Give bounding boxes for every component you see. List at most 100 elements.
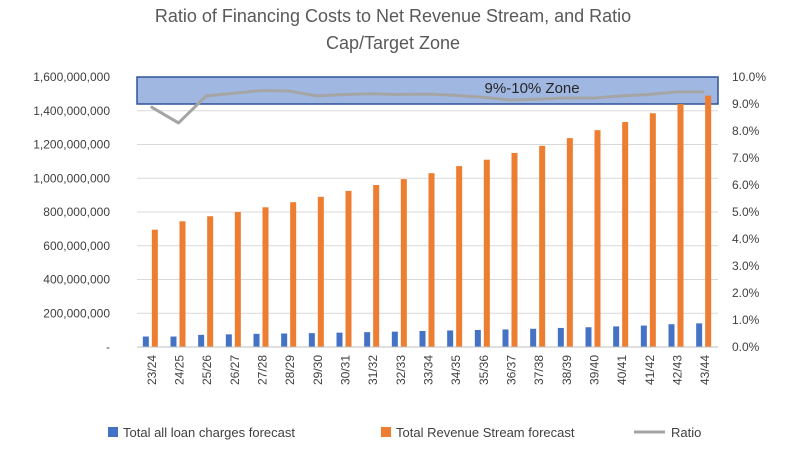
y-left-tick-label: 1,200,000,000 — [33, 138, 110, 152]
bar-loan-charges — [668, 324, 675, 347]
y-right-tick-label: 6.0% — [732, 178, 760, 192]
bar-loan-charges — [585, 327, 592, 347]
bar-loan-charges — [364, 332, 371, 347]
y-left-tick-label: 200,000,000 — [43, 306, 110, 320]
legend-swatch-loan-charges — [108, 427, 118, 437]
ratio-point — [427, 93, 428, 95]
bar-loan-charges — [281, 333, 288, 347]
ratio-point — [205, 95, 207, 97]
ratio-point — [454, 94, 456, 96]
x-tick-label: 43/44 — [698, 355, 712, 385]
y-left-tick-label: 600,000,000 — [43, 239, 110, 253]
bar-revenue-stream — [428, 173, 435, 347]
x-tick-label: 31/32 — [366, 355, 380, 385]
ratio-point — [648, 94, 650, 96]
bar-loan-charges — [308, 333, 315, 347]
y-right-tick-label: 0.0% — [732, 340, 760, 354]
ratio-point — [620, 95, 622, 97]
x-tick-label: 25/26 — [200, 355, 214, 385]
y-right-tick-label: 4.0% — [732, 232, 760, 246]
x-tick-label: 35/36 — [477, 355, 491, 385]
bar-loan-charges — [391, 331, 398, 347]
ratio-point — [150, 106, 152, 108]
ratio-point — [565, 97, 567, 99]
x-tick-label: 24/25 — [173, 355, 187, 385]
x-tick-label: 30/31 — [339, 355, 353, 385]
x-tick-label: 26/27 — [228, 355, 242, 385]
bar-revenue-stream — [649, 113, 656, 347]
x-tick-label: 41/42 — [643, 355, 657, 385]
ratio-point — [593, 97, 594, 99]
bar-loan-charges — [640, 325, 647, 347]
x-tick-label: 38/39 — [560, 355, 574, 385]
y-left-tick-label: 1,400,000,000 — [33, 104, 110, 118]
bar-revenue-stream — [207, 216, 214, 347]
bar-series — [142, 95, 712, 348]
ratio-point — [316, 95, 318, 97]
legend-label-loan-charges: Total all loan charges forecast — [123, 425, 295, 440]
bar-revenue-stream — [151, 229, 158, 347]
bar-loan-charges — [474, 329, 481, 347]
bar-loan-charges — [253, 333, 260, 347]
legend: Total all loan charges forecast Total Rev… — [108, 425, 701, 440]
ratio-point — [510, 99, 511, 101]
x-tick-label: 34/35 — [449, 355, 463, 385]
y-left-tick-label: - — [106, 340, 110, 354]
bar-loan-charges — [557, 327, 564, 347]
y-right-tick-label: 2.0% — [732, 286, 760, 300]
ratio-point — [344, 94, 345, 96]
ratio-point — [371, 93, 373, 95]
x-tick-label: 33/34 — [422, 355, 436, 385]
bar-loan-charges — [198, 334, 205, 347]
ratio-point — [537, 98, 539, 100]
bar-loan-charges — [170, 336, 177, 347]
axes: - 200,000,000 400,000,000 600,000,000 800,00… — [33, 70, 766, 385]
bar-revenue-stream — [179, 221, 186, 347]
x-tick-label: 23/24 — [145, 355, 159, 385]
legend-label-revenue-stream: Total Revenue Stream forecast — [396, 425, 575, 440]
ratio-point — [261, 90, 262, 91]
legend-label-ratio: Ratio — [671, 425, 701, 440]
bar-loan-charges — [336, 332, 343, 347]
bar-revenue-stream — [483, 159, 490, 347]
bar-loan-charges — [613, 326, 620, 347]
bar-revenue-stream — [511, 152, 518, 347]
gridlines — [137, 76, 718, 348]
y-right-tick-label: 8.0% — [732, 124, 760, 138]
bar-revenue-stream — [290, 202, 297, 347]
y-left-tick-label: 800,000,000 — [43, 205, 110, 219]
ratio-point — [178, 122, 179, 124]
x-tick-label: 39/40 — [588, 355, 602, 385]
y-right-tick-label: 3.0% — [732, 259, 760, 273]
y-right-tick-label: 1.0% — [732, 313, 760, 327]
bar-revenue-stream — [373, 185, 380, 347]
bar-loan-charges — [225, 334, 232, 347]
legend-swatch-revenue-stream — [381, 427, 391, 437]
y-left-tick-label: 1,000,000,000 — [33, 171, 110, 185]
chart-title-line2: Cap/Target Zone — [326, 33, 460, 53]
y-right-tick-label: 7.0% — [732, 151, 760, 165]
x-tick-label: 42/43 — [671, 355, 685, 385]
y-right-tick-label: 5.0% — [732, 205, 760, 219]
ratio-point — [676, 91, 677, 93]
bar-revenue-stream — [705, 95, 712, 347]
ratio-point — [233, 92, 235, 94]
x-tick-label: 36/37 — [505, 355, 519, 385]
ratio-point — [482, 96, 484, 98]
bar-revenue-stream — [234, 212, 241, 347]
ratio-point — [288, 90, 290, 92]
x-tick-label: 27/28 — [256, 355, 270, 385]
y-left-tick-label: 400,000,000 — [43, 273, 110, 287]
x-tick-label: 28/29 — [283, 355, 297, 385]
ratio-line-series — [150, 89, 705, 125]
bar-revenue-stream — [456, 166, 463, 347]
bar-revenue-stream — [262, 207, 269, 347]
bar-revenue-stream — [317, 196, 324, 347]
bar-loan-charges — [142, 336, 149, 347]
bar-revenue-stream — [539, 145, 546, 347]
bar-revenue-stream — [566, 138, 573, 347]
bar-loan-charges — [419, 330, 426, 347]
x-tick-label: 29/30 — [311, 355, 325, 385]
